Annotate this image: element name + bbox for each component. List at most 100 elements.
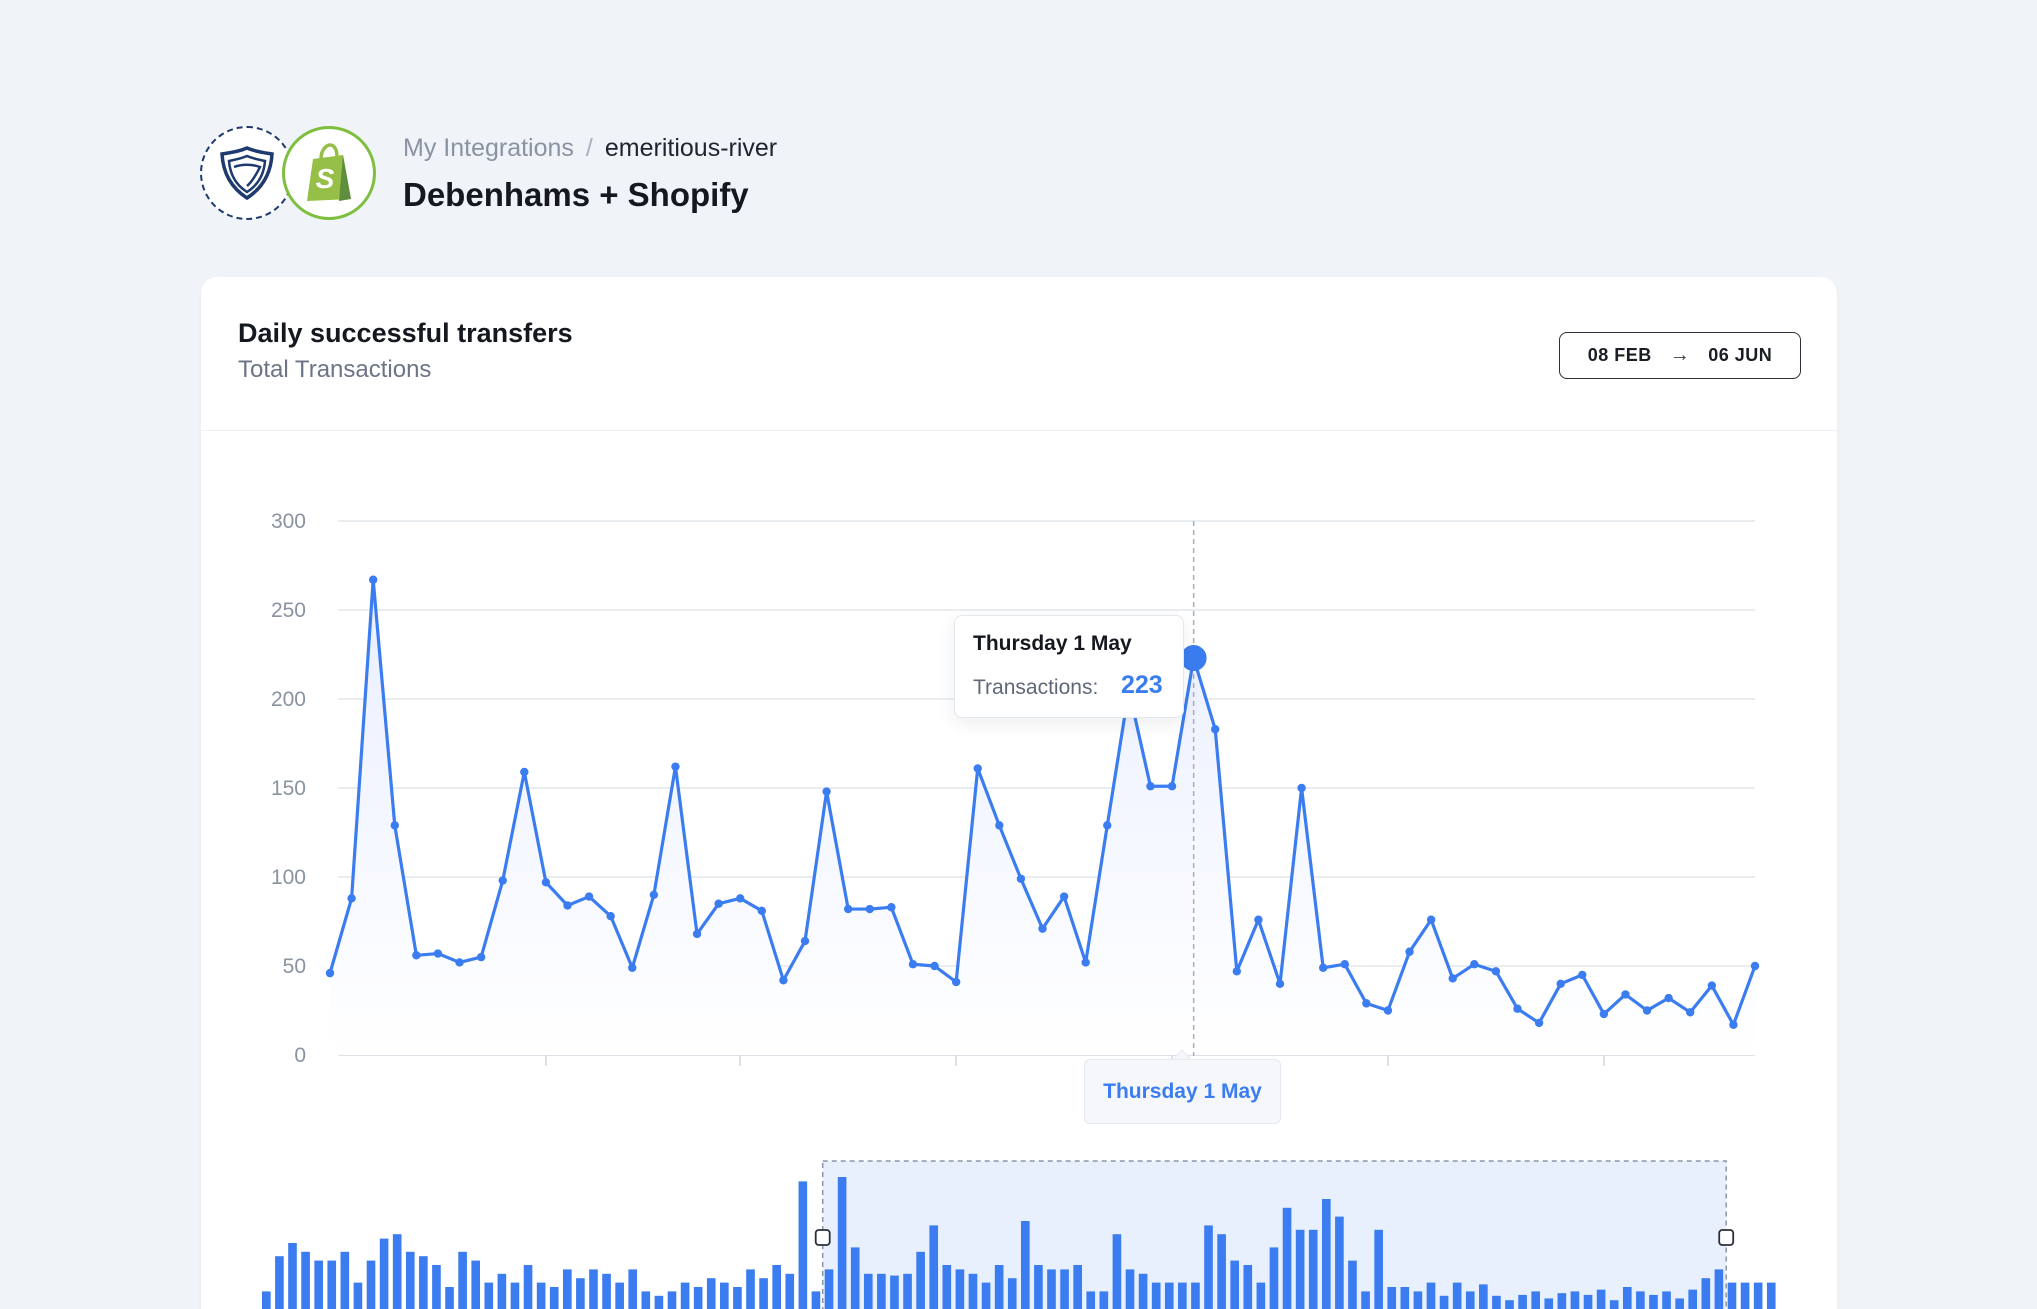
navigator-bar (536, 1282, 546, 1309)
navigator-bar (1622, 1287, 1632, 1309)
navigator-bar (1295, 1229, 1305, 1309)
data-point[interactable] (714, 899, 723, 908)
data-point[interactable] (1513, 1004, 1522, 1013)
data-point[interactable] (1362, 999, 1371, 1008)
navigator-bar (549, 1287, 559, 1309)
data-point[interactable] (1578, 970, 1587, 980)
navigator-bar (1007, 1278, 1017, 1309)
data-point[interactable] (1383, 1006, 1393, 1015)
data-point[interactable] (1038, 924, 1047, 933)
data-point[interactable] (951, 977, 961, 987)
data-point[interactable] (412, 951, 421, 960)
data-point[interactable] (1405, 947, 1414, 956)
data-point[interactable] (1448, 974, 1457, 983)
navigator-bar (1060, 1269, 1069, 1309)
navigator-bar (484, 1282, 494, 1309)
navigator-bar (1518, 1294, 1527, 1309)
breadcrumb-my-integrations[interactable]: My Integrations (403, 134, 574, 162)
data-point[interactable] (1621, 990, 1630, 999)
data-point[interactable] (887, 903, 896, 912)
data-point[interactable] (757, 906, 767, 916)
navigator-bar (340, 1251, 350, 1309)
data-point[interactable] (563, 901, 572, 910)
data-point[interactable] (1340, 960, 1349, 969)
navigator-left-handle[interactable] (814, 1229, 831, 1246)
data-point[interactable] (1232, 967, 1242, 976)
data-point[interactable] (1707, 981, 1717, 990)
data-point[interactable] (1686, 1008, 1695, 1017)
data-point[interactable] (1642, 1006, 1652, 1015)
data-point[interactable] (606, 911, 615, 921)
data-point[interactable] (779, 976, 788, 985)
data-point[interactable] (476, 952, 486, 962)
navigator-bar (916, 1251, 925, 1309)
highlighted-data-point[interactable] (1180, 645, 1207, 672)
data-point[interactable] (433, 949, 443, 958)
data-point[interactable] (1103, 821, 1112, 830)
data-point[interactable] (1275, 979, 1285, 988)
navigator-bar (968, 1273, 978, 1309)
data-point[interactable] (800, 936, 810, 946)
data-point[interactable] (1426, 915, 1436, 924)
data-point[interactable] (973, 764, 982, 773)
data-point[interactable] (1254, 915, 1263, 924)
navigator-bar (615, 1282, 624, 1309)
navigator-bar (1636, 1291, 1645, 1309)
data-point[interactable] (541, 878, 551, 887)
data-point[interactable] (671, 762, 680, 771)
data-point[interactable] (908, 960, 918, 969)
navigator-bar (589, 1269, 598, 1309)
data-point[interactable] (455, 958, 464, 967)
data-point[interactable] (1729, 1020, 1738, 1029)
data-point[interactable] (1750, 961, 1760, 971)
navigator-bar (1138, 1273, 1148, 1309)
navigator-bar (1531, 1291, 1540, 1309)
data-point[interactable] (1664, 993, 1673, 1003)
data-point[interactable] (865, 904, 874, 914)
data-point[interactable] (736, 894, 745, 903)
navigator-bar (1374, 1229, 1383, 1309)
data-point[interactable] (822, 787, 831, 796)
navigator-bar (680, 1282, 690, 1309)
data-point[interactable] (1167, 782, 1177, 791)
navigator-bar (1217, 1234, 1226, 1309)
data-point[interactable] (368, 575, 378, 584)
data-point[interactable] (1211, 725, 1220, 734)
data-point[interactable] (584, 892, 594, 901)
data-point[interactable] (1318, 963, 1328, 972)
navigator-right-handle[interactable] (1718, 1229, 1735, 1246)
data-point[interactable] (1016, 874, 1026, 883)
data-point[interactable] (1534, 1018, 1544, 1028)
data-point[interactable] (1081, 958, 1090, 967)
data-point[interactable] (995, 821, 1004, 830)
data-point[interactable] (1556, 979, 1565, 988)
data-point[interactable] (649, 890, 659, 899)
navigator-bar (850, 1247, 860, 1309)
data-point[interactable] (520, 767, 529, 777)
navigator-bar (877, 1273, 886, 1309)
breadcrumb-current: emeritious-river (604, 134, 778, 162)
shopify-logo: S (282, 126, 376, 220)
navigator-bar (1544, 1298, 1554, 1309)
navigator-bar (1649, 1294, 1658, 1309)
data-point[interactable] (1146, 782, 1155, 791)
data-point[interactable] (1297, 783, 1306, 793)
y-tick-label: 100 (271, 866, 306, 889)
data-point[interactable] (843, 904, 853, 914)
data-point[interactable] (1491, 967, 1501, 976)
data-point[interactable] (1059, 892, 1069, 901)
data-point[interactable] (390, 821, 399, 830)
data-point[interactable] (628, 963, 637, 972)
data-point[interactable] (325, 968, 335, 978)
navigator-bar (1688, 1289, 1698, 1309)
data-point[interactable] (930, 961, 939, 971)
navigator-bar (1465, 1291, 1475, 1309)
navigator-bar (1361, 1291, 1370, 1309)
data-point[interactable] (498, 876, 507, 885)
date-range-picker[interactable]: 08 FEB → 06 JUN (1559, 332, 1801, 379)
data-point[interactable] (1599, 1009, 1609, 1019)
data-point[interactable] (1470, 960, 1479, 969)
data-point[interactable] (692, 929, 702, 939)
data-point[interactable] (347, 894, 356, 903)
